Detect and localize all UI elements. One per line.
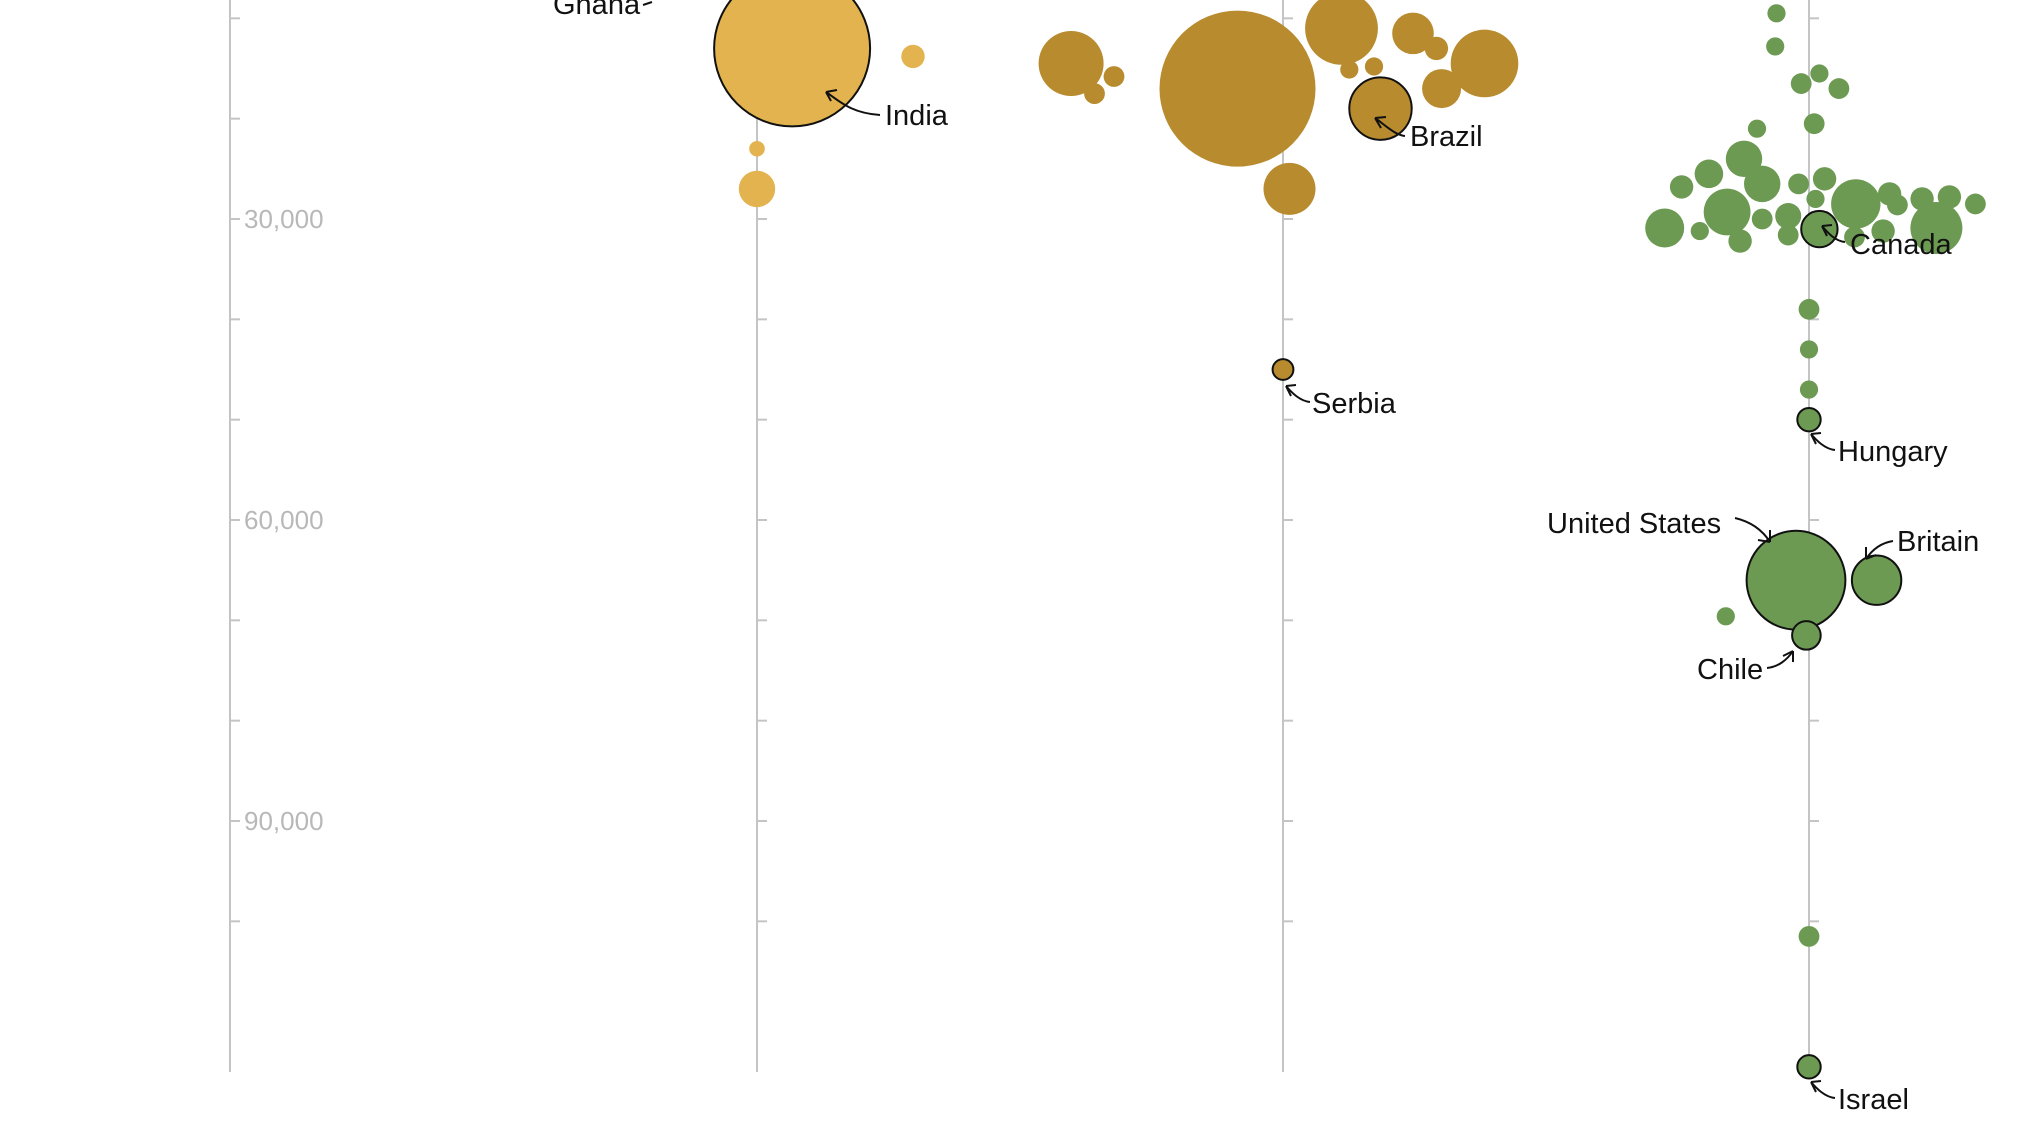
point [1422, 69, 1462, 109]
point [1910, 187, 1934, 211]
annotation-hungary: Hungary [1810, 432, 1948, 468]
point [1392, 12, 1434, 55]
annotation-leader-brazil [1374, 116, 1406, 137]
point-israel [1796, 1054, 1822, 1080]
point [738, 170, 776, 208]
point [1645, 208, 1685, 248]
point [1450, 29, 1519, 98]
point [1803, 113, 1825, 135]
annotation-label-hungary: Hungary [1838, 436, 1948, 468]
point [1424, 36, 1449, 61]
point [1788, 173, 1809, 195]
point [1084, 83, 1105, 104]
point [1810, 64, 1829, 83]
annotation-layer: Ghana India Brazil Canada Serbia [553, 0, 1979, 1116]
point [1694, 159, 1724, 189]
point [1725, 140, 1763, 177]
annotation-label-britain: Britain [1897, 526, 1979, 558]
annotation-label-canada: Canada [1850, 229, 1952, 261]
annotation-britain: Britain [1865, 526, 1979, 560]
point [901, 44, 925, 69]
annotation-united-states: United States [1547, 508, 1771, 543]
annotation-leader-chile [1766, 650, 1794, 669]
point [1703, 188, 1751, 236]
point [1798, 925, 1820, 947]
annotation-leader-india [825, 89, 881, 116]
annotation-leader-britain [1865, 540, 1894, 560]
point [1937, 185, 1962, 209]
point [1887, 194, 1908, 216]
annotation-leader-canada [1821, 224, 1846, 243]
point [1798, 298, 1820, 320]
point [1844, 226, 1865, 248]
annotation-serbia: Serbia [1285, 384, 1397, 420]
annotation-leader-ghana [642, 1, 653, 6]
annotation-label-israel: Israel [1838, 1084, 1909, 1116]
point-chile [1791, 620, 1822, 651]
point [1799, 340, 1819, 359]
point [1103, 66, 1125, 87]
annotation-label-india: India [885, 100, 949, 132]
tick-label-layer: 30,000 60,000 90,000 [244, 204, 324, 836]
y-tick-label: 30,000 [244, 204, 324, 234]
point [1806, 189, 1825, 209]
point [1747, 119, 1767, 138]
annotation-canada: Canada [1821, 224, 1952, 261]
point [1828, 78, 1850, 99]
annotation-chile: Chile [1697, 650, 1794, 686]
point-serbia [1271, 358, 1295, 381]
annotation-leader-hungary [1810, 432, 1836, 451]
point [1305, 0, 1378, 65]
point [1790, 73, 1812, 94]
point-britain [1850, 554, 1903, 606]
annotation-brazil: Brazil [1374, 116, 1483, 153]
point [1716, 607, 1735, 626]
point [1744, 165, 1781, 203]
annotation-leader-united-states [1734, 517, 1771, 543]
point [1751, 208, 1773, 230]
points-layer [713, 0, 1986, 1080]
point-india [713, 0, 872, 128]
annotation-india: India [825, 89, 949, 132]
point [1159, 10, 1316, 167]
point [1871, 219, 1895, 243]
point [1812, 167, 1837, 191]
point [1728, 229, 1752, 253]
point [1766, 37, 1785, 56]
y-tick-label: 90,000 [244, 806, 324, 836]
point [1965, 193, 1986, 215]
point [1038, 30, 1104, 96]
annotation-leader-serbia [1285, 384, 1311, 403]
point [1690, 221, 1709, 241]
y-tick-label: 60,000 [244, 505, 324, 535]
point [1831, 179, 1881, 229]
point [1669, 175, 1694, 199]
point [1767, 4, 1786, 23]
point [1364, 57, 1384, 76]
point-hungary [1796, 406, 1822, 433]
point [1263, 162, 1316, 215]
annotation-ghana: Ghana [553, 0, 653, 21]
point-united-states [1745, 529, 1847, 631]
annotation-label-chile: Chile [1697, 654, 1763, 686]
annotation-label-ghana: Ghana [553, 0, 641, 21]
point [1340, 60, 1359, 79]
annotation-israel: Israel [1810, 1080, 1909, 1116]
point [1775, 202, 1802, 229]
point [1799, 380, 1819, 399]
point [1910, 202, 1963, 255]
point-canada [1800, 209, 1839, 249]
point [749, 140, 765, 157]
point-brazil [1348, 76, 1413, 141]
annotation-label-serbia: Serbia [1312, 388, 1397, 420]
annotation-leader-israel [1810, 1080, 1836, 1099]
point [1777, 224, 1799, 246]
annotation-label-brazil: Brazil [1410, 121, 1483, 153]
annotation-label-united-states: United States [1547, 508, 1721, 540]
